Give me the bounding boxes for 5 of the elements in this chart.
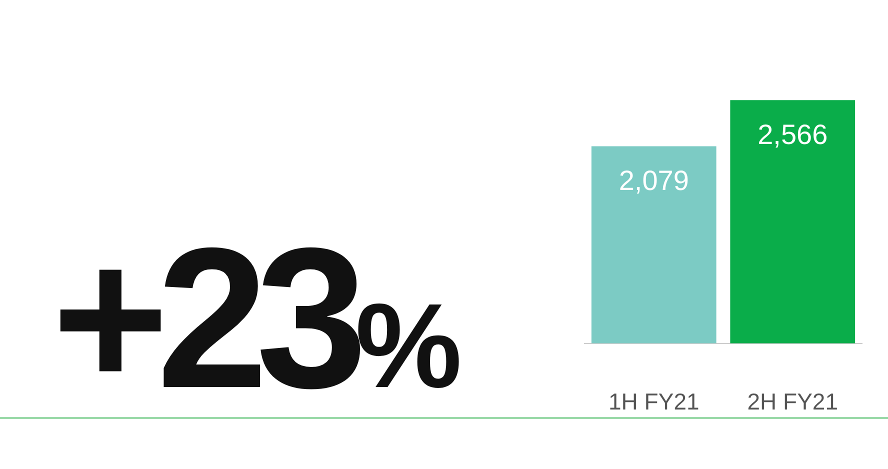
- data-label: 2,566: [758, 118, 828, 150]
- text: +23%: [52, 207, 462, 430]
- x-tick-label: 1H FY21: [608, 388, 700, 415]
- data-label: 2,079: [618, 165, 689, 196]
- x-tick-label: 2H FY21: [747, 388, 838, 415]
